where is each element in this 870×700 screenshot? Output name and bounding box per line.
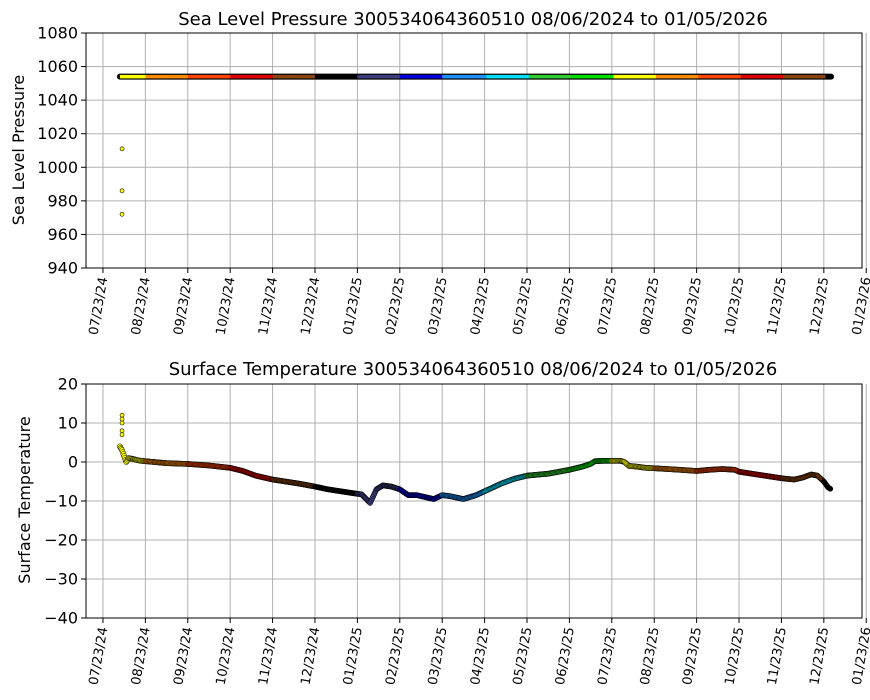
y-tick-label: 980 (47, 191, 78, 210)
y-tick-label: −20 (44, 531, 78, 550)
outlier-point (119, 420, 125, 426)
outlier-point (119, 412, 125, 418)
y-ticks: −40 −30 −20 −10 0 10 20 (44, 375, 86, 628)
y-tick-label: 20 (58, 375, 78, 394)
plot-frame (85, 32, 863, 269)
outlier-point (119, 146, 125, 152)
data-marks (117, 412, 834, 506)
y-tick-label: 1040 (37, 91, 78, 110)
y-tick-label: −10 (44, 492, 78, 511)
outlier-point (119, 188, 125, 194)
outlier-point (119, 211, 125, 217)
outlier-point (119, 416, 125, 422)
y-tick-label: 1080 (37, 24, 78, 43)
data-point (827, 485, 834, 492)
outlier-point (119, 428, 125, 434)
y-tick-label: 1060 (37, 57, 78, 76)
grid (86, 383, 867, 619)
y-tick-label: 960 (47, 225, 78, 244)
y-tick-label: 940 (47, 259, 78, 278)
y-axis-label: Surface Temperature (15, 416, 34, 583)
y-tick-label: −40 (44, 609, 78, 628)
y-ticks: 940 960 980 1000 1020 1040 1060 1080 (37, 24, 86, 278)
chart-title: Sea Level Pressure 300534064360510 08/06… (178, 9, 768, 30)
y-axis-label: Sea Level Pressure (9, 75, 28, 226)
data-marks (116, 73, 835, 217)
y-tick-label: −30 (44, 570, 78, 589)
chart-title: Surface Temperature 300534064360510 08/0… (169, 359, 778, 380)
sea-level-pressure-chart: Sea Level Pressure 300534064360510 08/06… (9, 9, 870, 336)
outlier-point (119, 432, 125, 438)
y-tick-label: 10 (58, 414, 78, 433)
y-tick-label: 1000 (37, 158, 78, 177)
y-tick-label: 1020 (37, 124, 78, 143)
y-tick-label: 0 (68, 453, 78, 472)
